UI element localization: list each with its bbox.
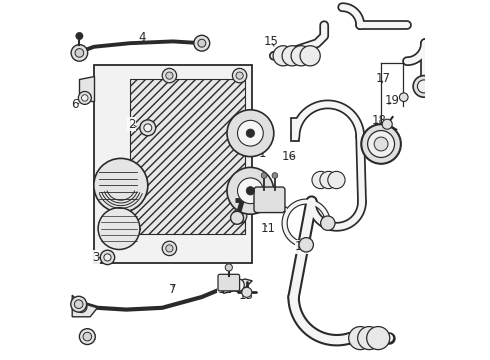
Polygon shape xyxy=(79,76,94,101)
Text: 15: 15 xyxy=(264,35,278,48)
Text: 9: 9 xyxy=(72,298,79,311)
Circle shape xyxy=(367,327,390,350)
Circle shape xyxy=(238,120,263,146)
Circle shape xyxy=(273,46,293,66)
Circle shape xyxy=(374,137,388,151)
Circle shape xyxy=(71,45,88,61)
Circle shape xyxy=(231,279,245,292)
Text: 6: 6 xyxy=(72,98,79,111)
Text: 8: 8 xyxy=(84,334,91,347)
Circle shape xyxy=(79,329,95,345)
Text: 16: 16 xyxy=(281,150,296,163)
Circle shape xyxy=(291,46,311,66)
Circle shape xyxy=(399,93,408,102)
FancyBboxPatch shape xyxy=(254,187,285,212)
Circle shape xyxy=(81,95,88,101)
Circle shape xyxy=(242,287,252,297)
Circle shape xyxy=(282,46,302,66)
Circle shape xyxy=(104,254,111,261)
Circle shape xyxy=(227,167,274,214)
Circle shape xyxy=(74,300,83,309)
Text: 18: 18 xyxy=(371,114,386,127)
Polygon shape xyxy=(72,295,98,317)
Text: 1: 1 xyxy=(259,147,266,159)
Circle shape xyxy=(78,91,91,104)
Circle shape xyxy=(238,178,263,204)
Circle shape xyxy=(320,171,337,189)
Circle shape xyxy=(140,120,156,136)
Circle shape xyxy=(166,72,173,79)
Circle shape xyxy=(349,327,372,350)
Text: 13: 13 xyxy=(238,289,253,302)
Circle shape xyxy=(299,238,314,252)
Circle shape xyxy=(358,327,381,350)
Circle shape xyxy=(225,264,232,271)
Text: 19: 19 xyxy=(384,94,399,107)
Circle shape xyxy=(162,68,176,83)
Circle shape xyxy=(75,301,87,312)
Circle shape xyxy=(236,212,243,220)
Circle shape xyxy=(232,68,247,83)
Circle shape xyxy=(198,39,206,47)
Circle shape xyxy=(328,171,345,189)
Circle shape xyxy=(232,209,247,223)
Circle shape xyxy=(246,129,255,138)
Circle shape xyxy=(144,124,152,132)
Polygon shape xyxy=(94,65,252,263)
Circle shape xyxy=(361,124,401,164)
Text: 17: 17 xyxy=(376,72,391,85)
Circle shape xyxy=(272,172,278,178)
Polygon shape xyxy=(130,79,245,234)
Circle shape xyxy=(76,32,83,40)
Text: 3: 3 xyxy=(92,251,99,264)
Circle shape xyxy=(194,35,210,51)
Circle shape xyxy=(236,72,243,79)
Circle shape xyxy=(94,158,148,212)
Text: 7: 7 xyxy=(169,283,177,296)
Circle shape xyxy=(98,208,140,249)
Circle shape xyxy=(382,119,392,129)
Text: 2: 2 xyxy=(128,118,135,131)
Circle shape xyxy=(246,186,255,195)
Circle shape xyxy=(100,250,115,265)
Circle shape xyxy=(417,80,430,93)
Circle shape xyxy=(227,110,274,157)
FancyBboxPatch shape xyxy=(218,274,240,291)
Text: 12: 12 xyxy=(218,283,233,296)
Text: 14: 14 xyxy=(295,240,310,253)
Circle shape xyxy=(320,216,335,230)
Circle shape xyxy=(413,76,435,97)
Circle shape xyxy=(300,46,320,66)
Circle shape xyxy=(75,49,84,57)
Circle shape xyxy=(312,171,329,189)
Circle shape xyxy=(261,172,267,178)
Circle shape xyxy=(368,131,394,157)
Circle shape xyxy=(71,296,87,312)
Circle shape xyxy=(83,332,92,341)
Polygon shape xyxy=(223,279,252,293)
Text: 10: 10 xyxy=(261,190,276,203)
Circle shape xyxy=(231,211,244,224)
Circle shape xyxy=(166,245,173,252)
Circle shape xyxy=(162,241,176,256)
Text: 5: 5 xyxy=(72,46,79,59)
Text: 11: 11 xyxy=(261,222,276,235)
Text: 4: 4 xyxy=(139,31,146,44)
